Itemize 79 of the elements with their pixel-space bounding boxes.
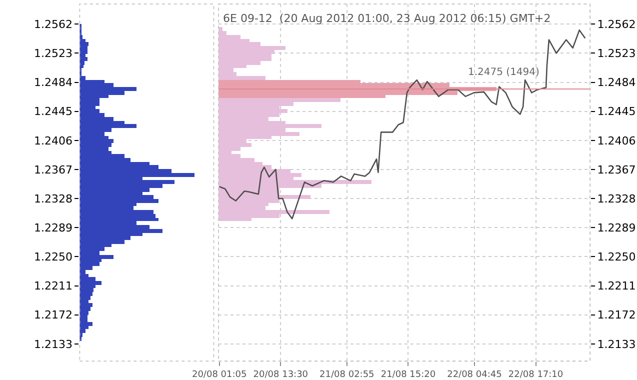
y-tick-label: 1.2562 [597, 18, 636, 31]
y-tick-label: 1.2367 [597, 163, 636, 176]
bar [80, 102, 100, 106]
bar [80, 38, 86, 42]
bar [80, 314, 88, 318]
bar [218, 194, 311, 199]
bar [80, 172, 195, 177]
x-tick-label: 22/08 17:10 [508, 370, 564, 380]
y-tick-label: 1.2523 [597, 47, 636, 60]
bar [80, 54, 86, 57]
bar [80, 228, 163, 233]
bar [80, 42, 89, 46]
y-tick-label: 1.2133 [34, 338, 72, 351]
bar [80, 328, 86, 333]
bar [80, 300, 89, 303]
bar [80, 50, 88, 54]
bar [218, 210, 330, 214]
y-tick-label: 1.2250 [34, 250, 72, 264]
bar [218, 172, 302, 177]
bar [80, 138, 114, 143]
bar [80, 218, 159, 221]
y-tick-label: 1.2562 [34, 18, 72, 31]
bar [218, 76, 266, 80]
bar [218, 108, 288, 113]
ref-line-label: 1.2475 (1494) [468, 67, 540, 78]
bar [80, 180, 175, 184]
bar [80, 198, 159, 203]
y-tick-label: 1.2289 [597, 221, 636, 234]
bar [80, 56, 88, 61]
y-tick-label: 1.2211 [597, 280, 636, 293]
bar [218, 124, 322, 128]
y-tick-label: 1.2484 [597, 76, 636, 90]
y-tick-label: 1.2328 [597, 192, 636, 206]
y-tick-label: 1.2250 [597, 250, 636, 264]
y-tick-label: 1.2133 [597, 338, 636, 351]
bar [80, 302, 93, 307]
bar [218, 142, 252, 147]
y-tick-label: 1.2406 [34, 134, 72, 148]
x-tick-label: 21/08 15:20 [380, 370, 436, 380]
bar [80, 124, 137, 128]
y-tick-label: 1.2484 [34, 76, 72, 90]
y-tick-label: 1.2211 [34, 280, 72, 293]
bar [80, 306, 91, 311]
bar [80, 254, 114, 259]
x-tick-label: 22/08 04:45 [447, 370, 502, 380]
y-tick-label: 1.2289 [34, 221, 72, 234]
bar [80, 310, 89, 315]
bar [80, 280, 102, 285]
bar [218, 98, 341, 102]
bar [80, 60, 85, 65]
x-tick-label: 20/08 13:30 [253, 370, 308, 380]
y-tick-label: 1.2172 [34, 308, 72, 322]
bar [80, 296, 91, 300]
bar [80, 142, 112, 147]
y-tick-label: 1.2523 [34, 47, 72, 60]
bar [80, 288, 94, 292]
y-tick-label: 1.2445 [597, 105, 636, 118]
x-tick-label: 21/08 02:55 [320, 370, 374, 380]
bar [80, 214, 156, 218]
y-tick-label: 1.2367 [34, 163, 72, 176]
bar [80, 292, 93, 296]
y-tick-label: 1.2445 [34, 105, 72, 118]
bar [80, 262, 100, 266]
y-tick-label: 1.2172 [597, 308, 636, 322]
x-tick-label: 20/08 01:05 [192, 370, 247, 380]
bar [80, 210, 154, 214]
y-tick-label: 1.2328 [34, 192, 72, 206]
line-series [218, 29, 586, 220]
y-tick-label: 1.2406 [597, 134, 636, 148]
bar [80, 146, 109, 151]
text: 6E 09-12 (20 Aug 2012 01:00, 23 Aug 2012 06:15) GMT+2 [223, 12, 551, 25]
bar [218, 56, 272, 61]
bar [80, 322, 93, 326]
bar [218, 46, 286, 50]
bar [80, 46, 88, 50]
bar [80, 86, 137, 91]
bar [218, 180, 372, 184]
bar [218, 132, 300, 136]
bar [80, 326, 89, 329]
